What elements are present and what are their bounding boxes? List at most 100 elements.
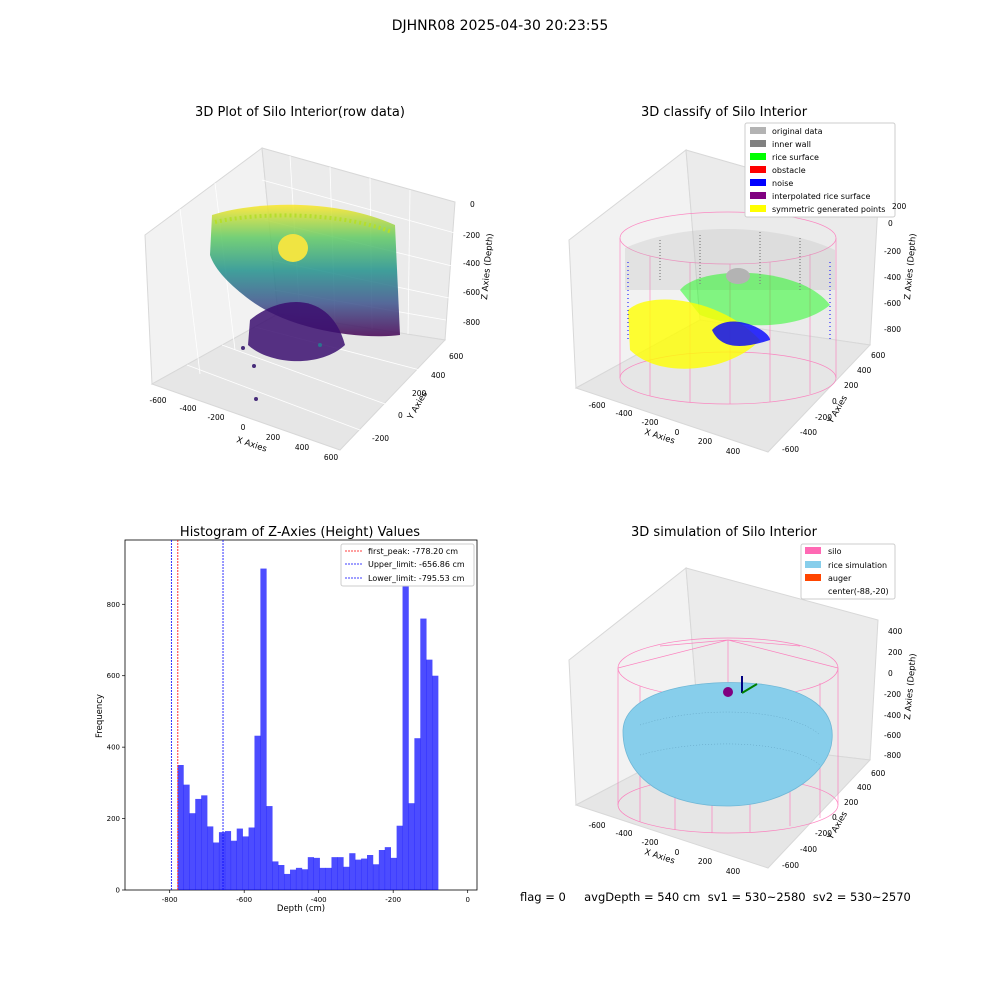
classify-panel: 3D classify of Silo Interior orig	[568, 105, 919, 456]
svg-text:-200: -200	[207, 413, 224, 422]
histogram-bar	[402, 557, 409, 890]
legend-swatch	[750, 205, 766, 212]
svg-text:400: 400	[726, 867, 741, 876]
svg-text:-200: -200	[641, 838, 658, 847]
svg-text:-600: -600	[884, 299, 901, 308]
legend-swatch	[750, 127, 766, 134]
svg-text:400: 400	[857, 783, 872, 792]
legend-label: silo	[828, 547, 842, 556]
x-tick-label: -400	[311, 896, 327, 904]
x-tick-label: -600	[236, 896, 252, 904]
classify-z-label: Z Axies (Depth)	[903, 233, 919, 300]
raw-point-cloud	[210, 204, 400, 401]
legend-label: Upper_limit: -656.86 cm	[368, 560, 465, 569]
histogram-bar	[183, 784, 190, 890]
histogram-panel: Histogram of Z-Axies (Height) Values -80…	[95, 525, 478, 914]
svg-text:-400: -400	[179, 404, 196, 413]
figure-title: DJHNR08 2025-04-30 20:23:55	[391, 18, 609, 34]
svg-text:-400: -400	[800, 428, 817, 437]
classify-point-cloud	[625, 229, 835, 369]
legend-swatch	[750, 153, 766, 160]
simulation-x-ticks: -600 -400 -200 0 200 400	[588, 821, 740, 876]
x-tick-label: -200	[385, 896, 401, 904]
histogram-bar	[384, 847, 391, 890]
svg-text:200: 200	[844, 798, 859, 807]
histogram-bar	[343, 866, 350, 890]
svg-text:0: 0	[470, 200, 475, 209]
legend-label: interpolated rice surface	[772, 192, 870, 201]
histogram-bar	[295, 867, 303, 890]
histogram-bar	[390, 857, 397, 890]
legend-label: symmetric generated points	[772, 205, 885, 214]
svg-text:-600: -600	[588, 401, 605, 410]
classify-panel-title: 3D classify of Silo Interior	[641, 105, 808, 120]
simulation-z-label: Z Axies (Depth)	[903, 653, 919, 720]
svg-text:0: 0	[888, 669, 893, 678]
histogram-legend: first_peak: -778.20 cm Upper_limit: -656…	[340, 543, 475, 587]
svg-text:200: 200	[892, 202, 907, 211]
svg-text:600: 600	[871, 351, 886, 360]
y-tick-label: 200	[107, 815, 120, 823]
legend-label: first_peak: -778.20 cm	[368, 547, 458, 556]
histogram-bar	[426, 659, 433, 890]
histogram-bar	[355, 859, 362, 890]
svg-text:-200: -200	[641, 418, 658, 427]
histogram-bar	[367, 855, 374, 890]
svg-text:-200: -200	[463, 231, 480, 240]
svg-text:-600: -600	[782, 861, 799, 870]
histogram-bar	[319, 867, 326, 890]
simulation-x-label: X Axies	[643, 847, 676, 866]
legend-label: original data	[772, 127, 823, 136]
svg-text:200: 200	[698, 857, 713, 866]
svg-text:-400: -400	[884, 273, 901, 282]
classify-y-label: Y Axies	[825, 393, 850, 426]
legend-swatch	[805, 547, 821, 554]
histogram-bar	[331, 857, 338, 890]
raw-x-ticks: -600 -400 -200 0 200 400 600	[149, 396, 338, 462]
x-tick-label: 0	[465, 896, 469, 904]
y-tick-label: 600	[107, 672, 120, 680]
legend-swatch	[750, 192, 766, 199]
histogram-bar	[254, 735, 261, 890]
raw-panel: 3D Plot of Silo Interior(row data)	[144, 105, 496, 462]
chart-title: Histogram of Z-Axies (Height) Values	[180, 525, 420, 540]
histogram-bar	[260, 568, 267, 890]
legend-label: rice surface	[772, 153, 819, 162]
svg-text:400: 400	[888, 627, 903, 636]
legend-label: rice simulation	[828, 561, 887, 570]
legend-label: auger	[828, 574, 852, 583]
histogram-bar	[218, 832, 226, 890]
histogram-bar	[236, 828, 243, 890]
svg-text:-200: -200	[372, 434, 389, 443]
histogram-bar	[242, 836, 249, 890]
svg-text:400: 400	[295, 443, 310, 452]
histogram-bar	[414, 738, 421, 890]
histogram-bars	[177, 557, 439, 890]
histogram-bar	[230, 840, 238, 890]
classify-y-ticks: -600 -400 -200 0 200 400 600	[782, 351, 886, 454]
svg-text:-600: -600	[588, 821, 605, 830]
histogram-bar	[195, 798, 202, 890]
legend-swatch	[750, 179, 766, 186]
simulation-auger	[723, 676, 758, 697]
legend-swatch	[750, 166, 766, 173]
histogram-bar	[224, 831, 232, 890]
simulation-rice-surface	[622, 682, 833, 807]
simulation-z-ticks: 400 200 0 -200 -400 -600 -800	[884, 627, 903, 760]
histogram-bar	[248, 827, 255, 890]
histogram-bar	[177, 765, 184, 890]
histogram-bar	[378, 850, 386, 890]
svg-text:200: 200	[698, 437, 713, 446]
histogram-bar	[349, 853, 356, 890]
svg-text:-800: -800	[463, 318, 480, 327]
histogram-y-ticks: 0 200 400 600 800	[107, 601, 125, 895]
raw-x-label: X Axies	[235, 435, 268, 454]
status-line: flag = 0 avgDepth = 540 cm sv1 = 530~258…	[520, 890, 911, 904]
histogram-x-ticks: -800 -600 -400 -200 0	[162, 890, 470, 904]
y-tick-label: 0	[116, 887, 120, 895]
svg-text:-600: -600	[782, 445, 799, 454]
histogram-bar	[284, 873, 291, 890]
histogram-bar	[301, 869, 309, 890]
svg-text:400: 400	[857, 366, 872, 375]
